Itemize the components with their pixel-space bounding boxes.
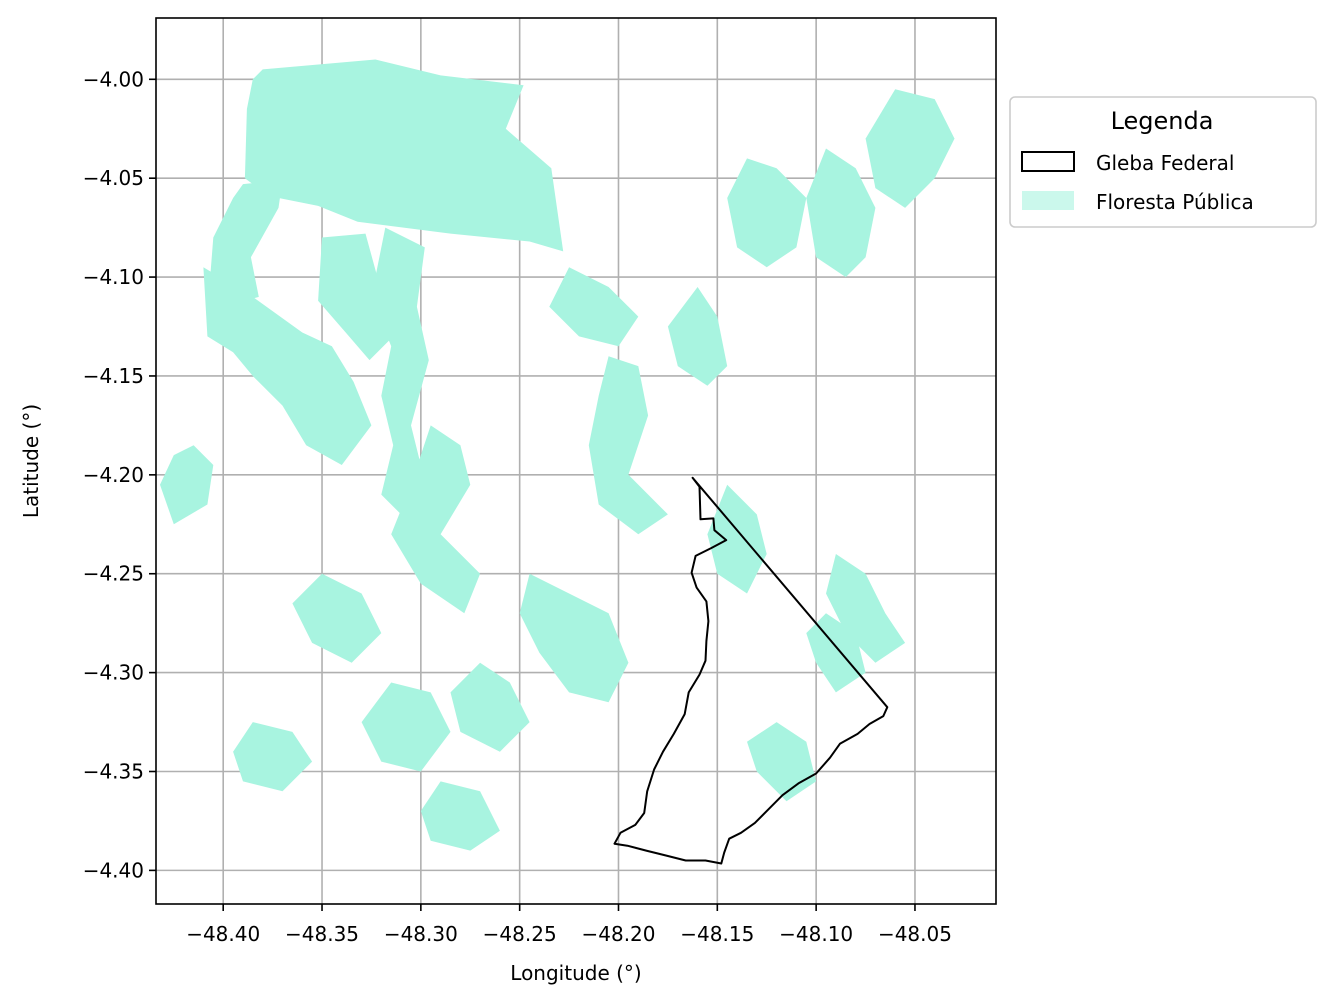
gleba-federal-outline bbox=[613, 476, 889, 865]
gleba-federal-layer bbox=[613, 476, 889, 865]
y-tick-label-8: −4.40 bbox=[83, 858, 144, 882]
legend-swatch-floresta-publica bbox=[1022, 191, 1074, 210]
x-tick-label-5: −48.15 bbox=[680, 922, 754, 946]
legend-swatch-gleba-federal bbox=[1021, 151, 1075, 172]
x-tick-label-3: −48.25 bbox=[483, 922, 557, 946]
y-axis-ticks: −4.00 −4.05 −4.10 −4.15 −4.20 −4.25 −4.30 −4.35… bbox=[83, 67, 156, 882]
floresta-publica-polygon-2 bbox=[203, 267, 372, 465]
floresta-publica-polygon-3 bbox=[318, 233, 394, 361]
floresta-publica-polygon-20 bbox=[826, 554, 906, 663]
y-tick-label-7: −4.35 bbox=[83, 759, 144, 783]
y-tick-label-2: −4.10 bbox=[83, 265, 144, 289]
floresta-publica-polygon-8 bbox=[361, 682, 451, 772]
legend-frame bbox=[1009, 96, 1317, 228]
legend-label-gleba-federal: Gleba Federal bbox=[1096, 151, 1234, 175]
floresta-publica-polygon-5 bbox=[391, 425, 481, 614]
floresta-publica-polygon-19 bbox=[865, 89, 955, 208]
floresta-publica-polygon-18 bbox=[806, 148, 876, 278]
floresta-publica-polygon-7 bbox=[292, 573, 382, 663]
x-tick-label-4: −48.20 bbox=[581, 922, 655, 946]
plot-frame bbox=[155, 17, 997, 905]
y-tick-label-0: −4.00 bbox=[83, 67, 144, 91]
x-tick-label-6: −48.10 bbox=[779, 922, 853, 946]
floresta-publica-polygon-13 bbox=[588, 356, 668, 535]
floresta-publica-polygon-15 bbox=[667, 287, 728, 386]
floresta-publica-polygon-11 bbox=[233, 722, 313, 792]
x-tick-label-1: −48.35 bbox=[285, 922, 359, 946]
y-axis-label: Latitude (°) bbox=[19, 404, 43, 518]
x-tick-label-0: −48.40 bbox=[186, 922, 260, 946]
floresta-publica-polygon-10 bbox=[420, 781, 500, 851]
y-tick-label-6: −4.30 bbox=[83, 661, 144, 685]
floresta-publica-layer bbox=[160, 59, 955, 851]
legend: Legenda Gleba Federal Floresta Pública bbox=[1009, 96, 1317, 228]
y-tick-label-4: −4.20 bbox=[83, 463, 144, 487]
x-axis-label: Longitude (°) bbox=[510, 961, 641, 985]
x-tick-label-7: −48.05 bbox=[878, 922, 952, 946]
floresta-publica-polygon-9 bbox=[450, 662, 530, 752]
floresta-publica-polygon-12 bbox=[519, 573, 629, 703]
floresta-publica-polygon-1 bbox=[209, 180, 283, 307]
x-tick-label-2: −48.30 bbox=[384, 922, 458, 946]
y-tick-label-1: −4.05 bbox=[83, 166, 144, 190]
legend-label-floresta-publica: Floresta Pública bbox=[1096, 190, 1254, 214]
floresta-publica-polygon-22 bbox=[806, 613, 866, 693]
floresta-publica-polygon-14 bbox=[549, 267, 639, 347]
floresta-publica-polygon-6 bbox=[160, 445, 214, 525]
floresta-publica-polygon-21 bbox=[747, 722, 817, 802]
y-tick-label-3: −4.15 bbox=[83, 364, 144, 388]
x-axis-ticks: −48.40 −48.35 −48.30 −48.25 −48.20 −48.15 −48.… bbox=[186, 904, 952, 946]
legend-title: Legenda bbox=[1111, 107, 1214, 135]
floresta-publica-polygon-0 bbox=[244, 59, 564, 252]
y-tick-label-5: −4.25 bbox=[83, 562, 144, 586]
floresta-publica-polygon-17 bbox=[727, 158, 807, 268]
floresta-publica-polygon-4 bbox=[371, 227, 429, 515]
